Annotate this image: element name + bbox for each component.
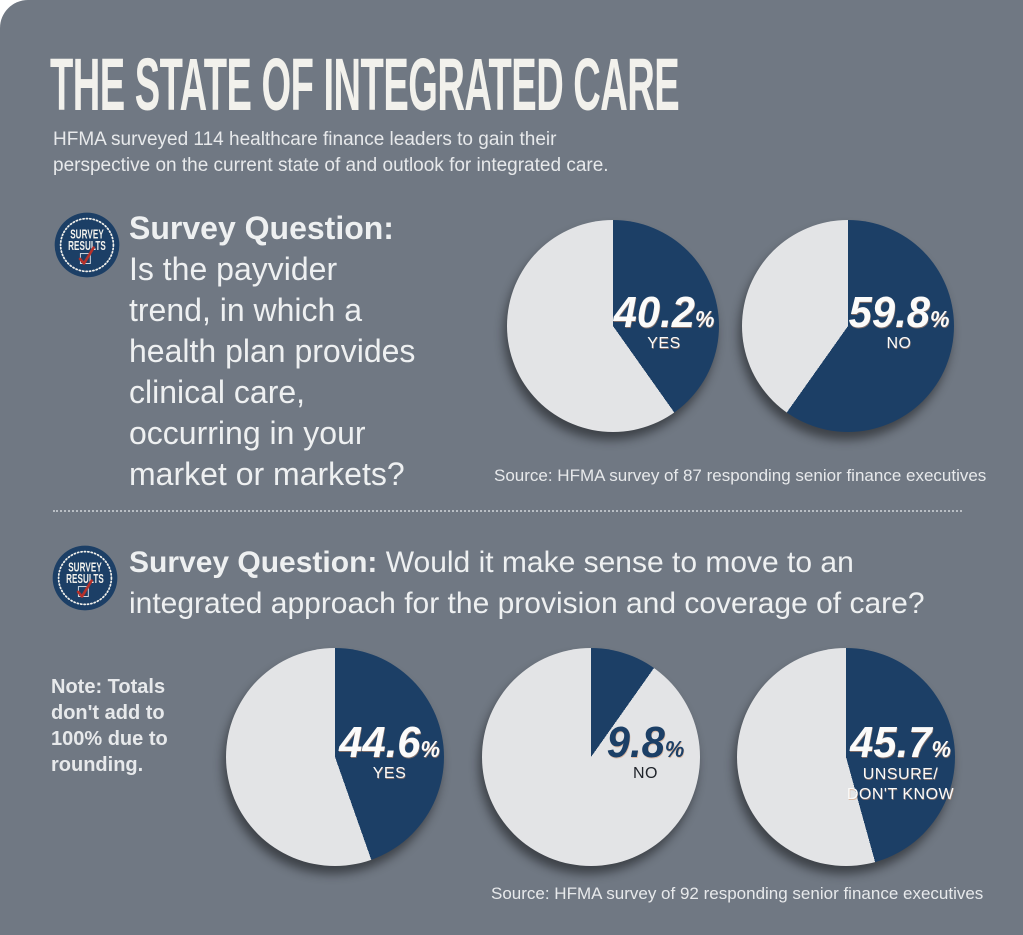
svg-text:RESULTS: RESULTS bbox=[66, 572, 104, 586]
svg-text:RESULTS: RESULTS bbox=[68, 239, 106, 253]
